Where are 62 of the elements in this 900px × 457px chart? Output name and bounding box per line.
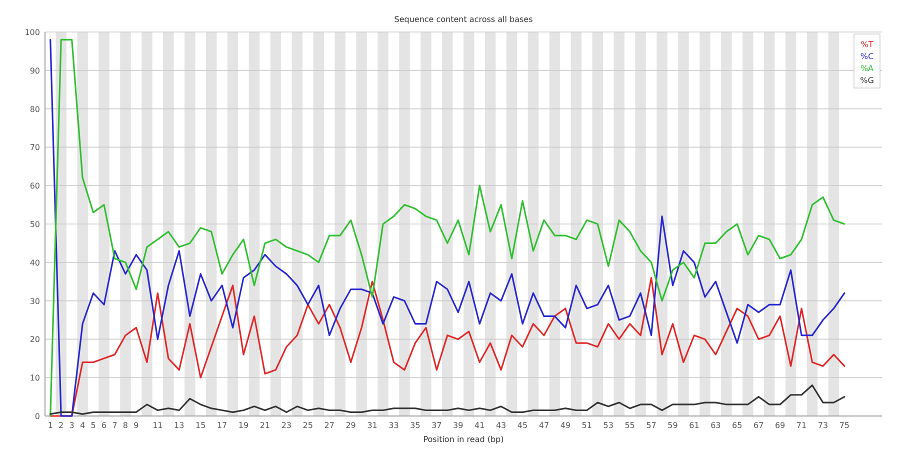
y-tick-label: 10 <box>30 374 40 383</box>
x-tick-label: 3 <box>69 421 74 430</box>
y-tick-label: 90 <box>30 66 40 76</box>
x-tick-label: 7 <box>112 421 118 430</box>
x-tick-label: 41 <box>474 421 485 430</box>
y-tick-label: 100 <box>24 28 40 37</box>
x-tick-label: 13 <box>174 421 184 430</box>
x-tick-label: 23 <box>281 421 292 430</box>
x-tick-label: 21 <box>260 421 270 430</box>
x-tick-label: 8 <box>122 421 128 430</box>
y-tick-label: 20 <box>30 335 40 344</box>
x-tick-label: 73 <box>818 421 828 430</box>
x-tick-label: 6 <box>101 421 107 430</box>
x-tick-label: 61 <box>689 421 700 430</box>
x-tick-label: 1 <box>48 421 53 430</box>
chart-title: Sequence content across all bases <box>394 15 533 24</box>
x-tick-label: 69 <box>774 421 786 430</box>
x-tick-label: 5 <box>90 421 96 430</box>
text: %G <box>860 76 874 85</box>
x-tick-label: 51 <box>582 421 592 430</box>
line-series <box>50 276 846 417</box>
text: %A <box>860 64 874 73</box>
x-tick-label: 4 <box>80 421 86 430</box>
x-tick-label: 9 <box>134 421 139 430</box>
x-tick-label: 45 <box>517 421 528 430</box>
x-tick-label: 55 <box>624 421 635 430</box>
y-tick-label: 40 <box>30 258 40 268</box>
y-tick-label: 70 <box>30 143 40 152</box>
x-tick-label: 27 <box>324 421 334 430</box>
x-tick-label: 31 <box>367 421 378 430</box>
x-tick-label: 17 <box>216 421 228 430</box>
x-tick-label: 29 <box>346 421 356 430</box>
x-axis-title: Position in read (bp) <box>423 435 504 444</box>
y-tick-label: 50 <box>30 220 40 229</box>
x-tick-label: 2 <box>58 421 64 430</box>
x-tick-label: 33 <box>388 421 399 430</box>
x-tick-label: 63 <box>710 421 721 430</box>
x-tick-label: 43 <box>496 421 506 430</box>
x-tick-label: 15 <box>196 421 206 430</box>
x-tick-label: 59 <box>668 421 678 430</box>
x-tick-label: 53 <box>603 421 614 430</box>
x-tick-label: 25 <box>302 421 313 430</box>
x-tick-label: 75 <box>839 421 850 430</box>
y-tick-label: 60 <box>30 182 40 191</box>
y-tick-label: 30 <box>30 296 40 306</box>
x-tick-label: 71 <box>796 421 807 430</box>
x-tick-label: 19 <box>238 421 249 430</box>
x-tick-label: 47 <box>538 421 550 430</box>
x-tick-label: 67 <box>754 421 764 430</box>
x-tick-label: 37 <box>432 421 442 430</box>
text: %T <box>860 40 874 49</box>
x-tick-label: 57 <box>646 421 656 430</box>
x-tick-label: 65 <box>732 421 742 430</box>
x-tick-label: 39 <box>453 421 464 430</box>
x-tick-label: 35 <box>410 421 420 430</box>
x-tick-label: 49 <box>560 421 571 430</box>
line-series <box>50 38 846 417</box>
y-tick-label: 0 <box>34 412 40 421</box>
x-tick-label: 11 <box>152 421 163 430</box>
y-tick-label: 80 <box>30 104 40 114</box>
line-series <box>50 384 846 415</box>
text: %C <box>860 52 874 61</box>
